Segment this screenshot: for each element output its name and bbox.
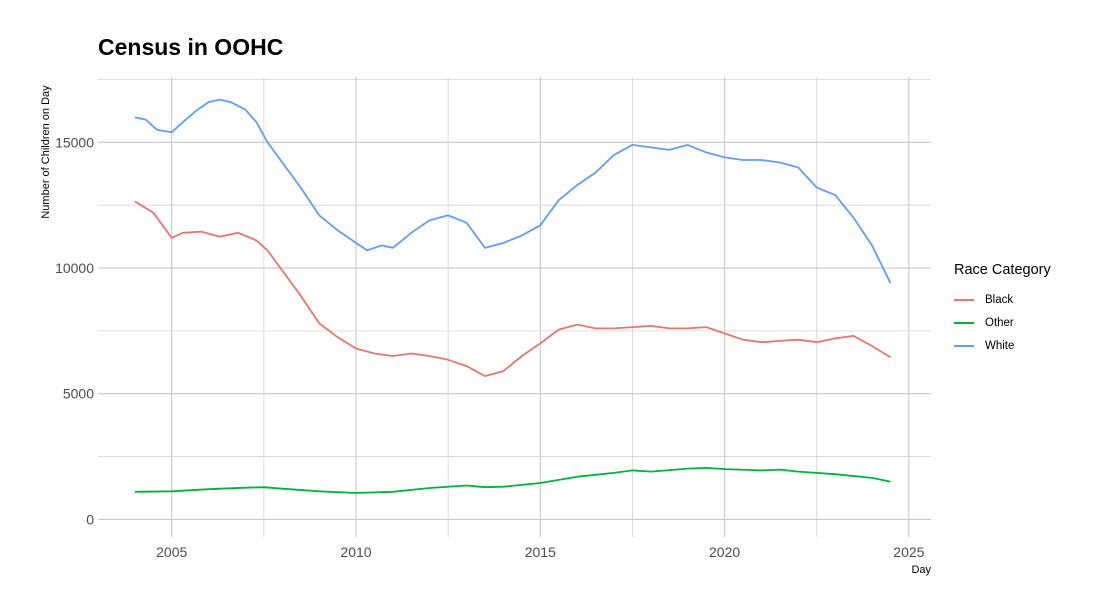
y-axis-title: Number of Children on Day xyxy=(40,85,52,219)
series-line-white xyxy=(134,98,892,284)
legend-label: Black xyxy=(985,293,1014,306)
x-tick-label: 2010 xyxy=(340,544,371,560)
x-tick-label: 2015 xyxy=(525,544,556,560)
y-tick-label: 15000 xyxy=(55,134,94,150)
grid xyxy=(98,77,931,537)
legend-item-white: White xyxy=(954,334,1051,357)
legend-swatch xyxy=(954,298,974,301)
chart-title: Census in OOHC xyxy=(98,34,284,60)
series-line-other xyxy=(134,466,891,494)
legend-item-black: Black xyxy=(954,288,1051,311)
legend: Race Category Black Other White xyxy=(954,262,1051,357)
legend-swatch xyxy=(954,344,974,347)
x-tick-label: 2005 xyxy=(156,544,187,560)
legend-label: White xyxy=(985,339,1015,352)
series-line-black xyxy=(134,200,891,378)
x-tick-label: 2020 xyxy=(709,544,740,560)
y-tick-label: 10000 xyxy=(55,260,94,276)
legend-item-other: Other xyxy=(954,311,1051,334)
x-tick-label: 2025 xyxy=(893,544,924,560)
legend-items: Black Other White xyxy=(954,288,1051,357)
y-axis: 0 5000 10000 15000 xyxy=(55,134,94,527)
x-axis: 2005 2010 2015 2020 2025 xyxy=(156,544,925,560)
series-lines xyxy=(134,98,892,494)
legend-title: Race Category xyxy=(954,262,1051,278)
y-tick-label: 0 xyxy=(86,511,94,527)
legend-label: Other xyxy=(985,316,1014,329)
legend-swatch xyxy=(954,321,974,324)
y-tick-label: 5000 xyxy=(63,386,94,402)
x-axis-title: Day xyxy=(911,564,931,576)
